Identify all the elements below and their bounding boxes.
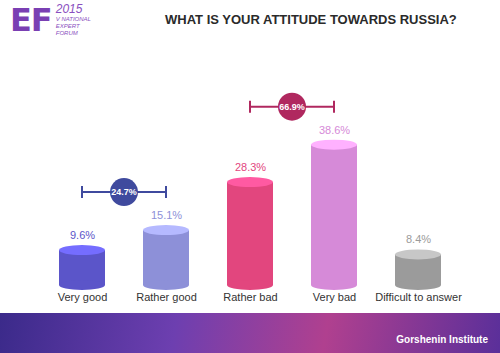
svg-text:9.6%: 9.6% — [70, 229, 95, 241]
svg-text:38.6%: 38.6% — [319, 124, 350, 136]
html-text:2015: 2015 — [55, 2, 83, 16]
svg-text:Very good: Very good — [58, 291, 108, 303]
svg-text:Very bad: Very bad — [313, 291, 356, 303]
html-text:EXPERT: EXPERT — [55, 23, 80, 29]
svg-text:Rather good: Rather good — [136, 291, 197, 303]
svg-text:15.1%: 15.1% — [151, 209, 182, 221]
svg-text:24.7%: 24.7% — [111, 187, 137, 197]
svg-text:Difficult to answer: Difficult to answer — [375, 291, 462, 303]
svg-text:66.9%: 66.9% — [279, 102, 305, 112]
html-text:FORUM: FORUM — [55, 30, 78, 36]
html-text:V NATIONAL: V NATIONAL — [55, 16, 91, 22]
html-text:Gorshenin Institute: Gorshenin Institute — [396, 334, 488, 345]
svg-text:28.3%: 28.3% — [235, 161, 266, 173]
svg-text:8.4%: 8.4% — [406, 233, 431, 245]
html-text:EF: EF — [10, 1, 52, 39]
html-text:WHAT IS YOUR ATTITUDE TOWARDS: WHAT IS YOUR ATTITUDE TOWARDS RUSSIA? — [165, 12, 457, 27]
svg-text:Rather bad: Rather bad — [223, 291, 277, 303]
